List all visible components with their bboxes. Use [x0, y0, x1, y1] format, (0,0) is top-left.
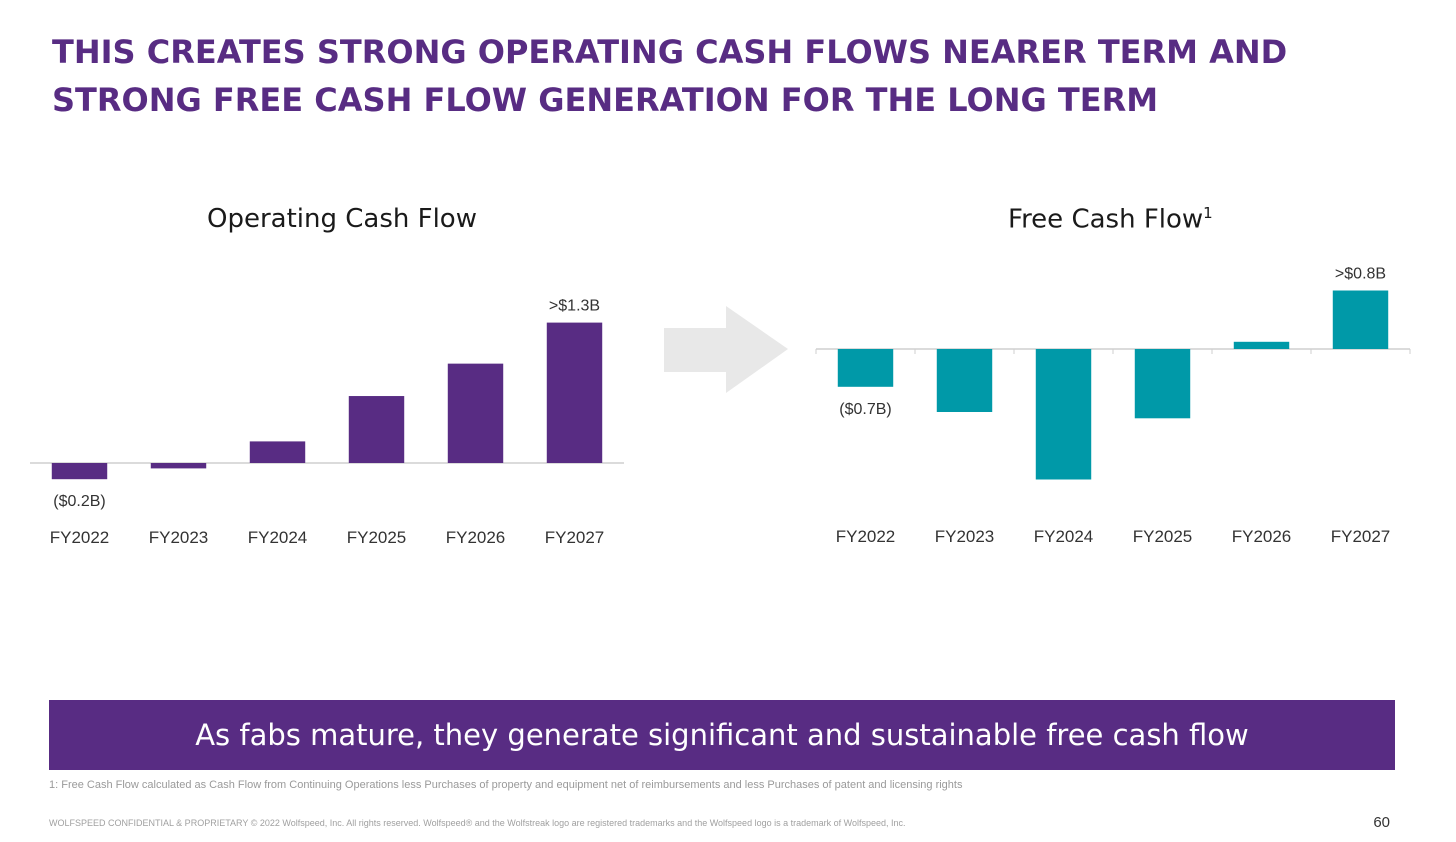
bar-fy2022 [51, 463, 108, 480]
operating-cash-flow-title: Operating Cash Flow [207, 204, 477, 234]
operating-cash-flow-title-text: Operating Cash Flow [207, 204, 477, 234]
category-label: FY2025 [1133, 527, 1193, 546]
legal-notice: WOLFSPEED CONFIDENTIAL & PROPRIETARY © 2… [49, 818, 906, 828]
category-label: FY2025 [347, 528, 407, 547]
bar-fy2025 [1134, 349, 1191, 419]
bar-fy2023 [936, 349, 993, 412]
bar-fy2026 [447, 363, 504, 463]
banner-text: As fabs mature, they generate significan… [195, 718, 1249, 752]
bar-fy2027 [546, 322, 603, 463]
category-label: FY2023 [935, 527, 995, 546]
category-label: FY2027 [545, 528, 605, 547]
operating-cash-flow-chart: FY2022 ($0.2B) FY2023 FY2024 FY2025 FY2026 FY2… [30, 298, 624, 547]
category-label: FY2026 [446, 528, 506, 547]
bar-fy2023 [150, 463, 207, 469]
category-label: FY2022 [50, 528, 110, 547]
data-label: ($0.2B) [53, 493, 105, 510]
bar-fy2027 [1332, 290, 1389, 349]
data-label: ($0.7B) [839, 401, 891, 418]
category-label: FY2023 [149, 528, 209, 547]
footnote-marker: 1 [1203, 204, 1213, 222]
slide-title-line1: THIS CREATES STRONG OPERATING CASH FLOWS… [52, 33, 1288, 71]
category-label: FY2024 [1034, 527, 1094, 546]
bar-fy2026 [1233, 341, 1290, 349]
free-cash-flow-title: Free Cash Flow1 [1008, 204, 1213, 235]
footnote: 1: Free Cash Flow calculated as Cash Flo… [49, 779, 963, 791]
category-label: FY2026 [1232, 527, 1292, 546]
slide-title-line2: STRONG FREE CASH FLOW GENERATION FOR THE… [52, 81, 1159, 119]
arrow-shape [664, 306, 788, 393]
bar-fy2024 [1035, 349, 1092, 480]
bar-fy2024 [249, 441, 306, 463]
slide-title: THIS CREATES STRONG OPERATING CASH FLOWS… [52, 28, 1412, 124]
data-label: >$1.3B [549, 298, 600, 315]
right-arrow-icon [664, 306, 788, 393]
free-cash-flow-title-text: Free Cash Flow [1008, 204, 1204, 235]
free-cash-flow-chart: FY2022 ($0.7B) FY2023 FY2024 FY2025 FY2026 FY2… [815, 266, 1411, 546]
page-number: 60 [1373, 814, 1390, 831]
category-label: FY2024 [248, 528, 308, 547]
category-label: FY2022 [836, 527, 896, 546]
category-label: FY2027 [1331, 527, 1391, 546]
key-message-banner: As fabs mature, they generate significan… [49, 700, 1395, 770]
data-label: >$0.8B [1335, 266, 1386, 283]
bar-fy2022 [837, 349, 894, 387]
bar-fy2025 [348, 396, 405, 463]
